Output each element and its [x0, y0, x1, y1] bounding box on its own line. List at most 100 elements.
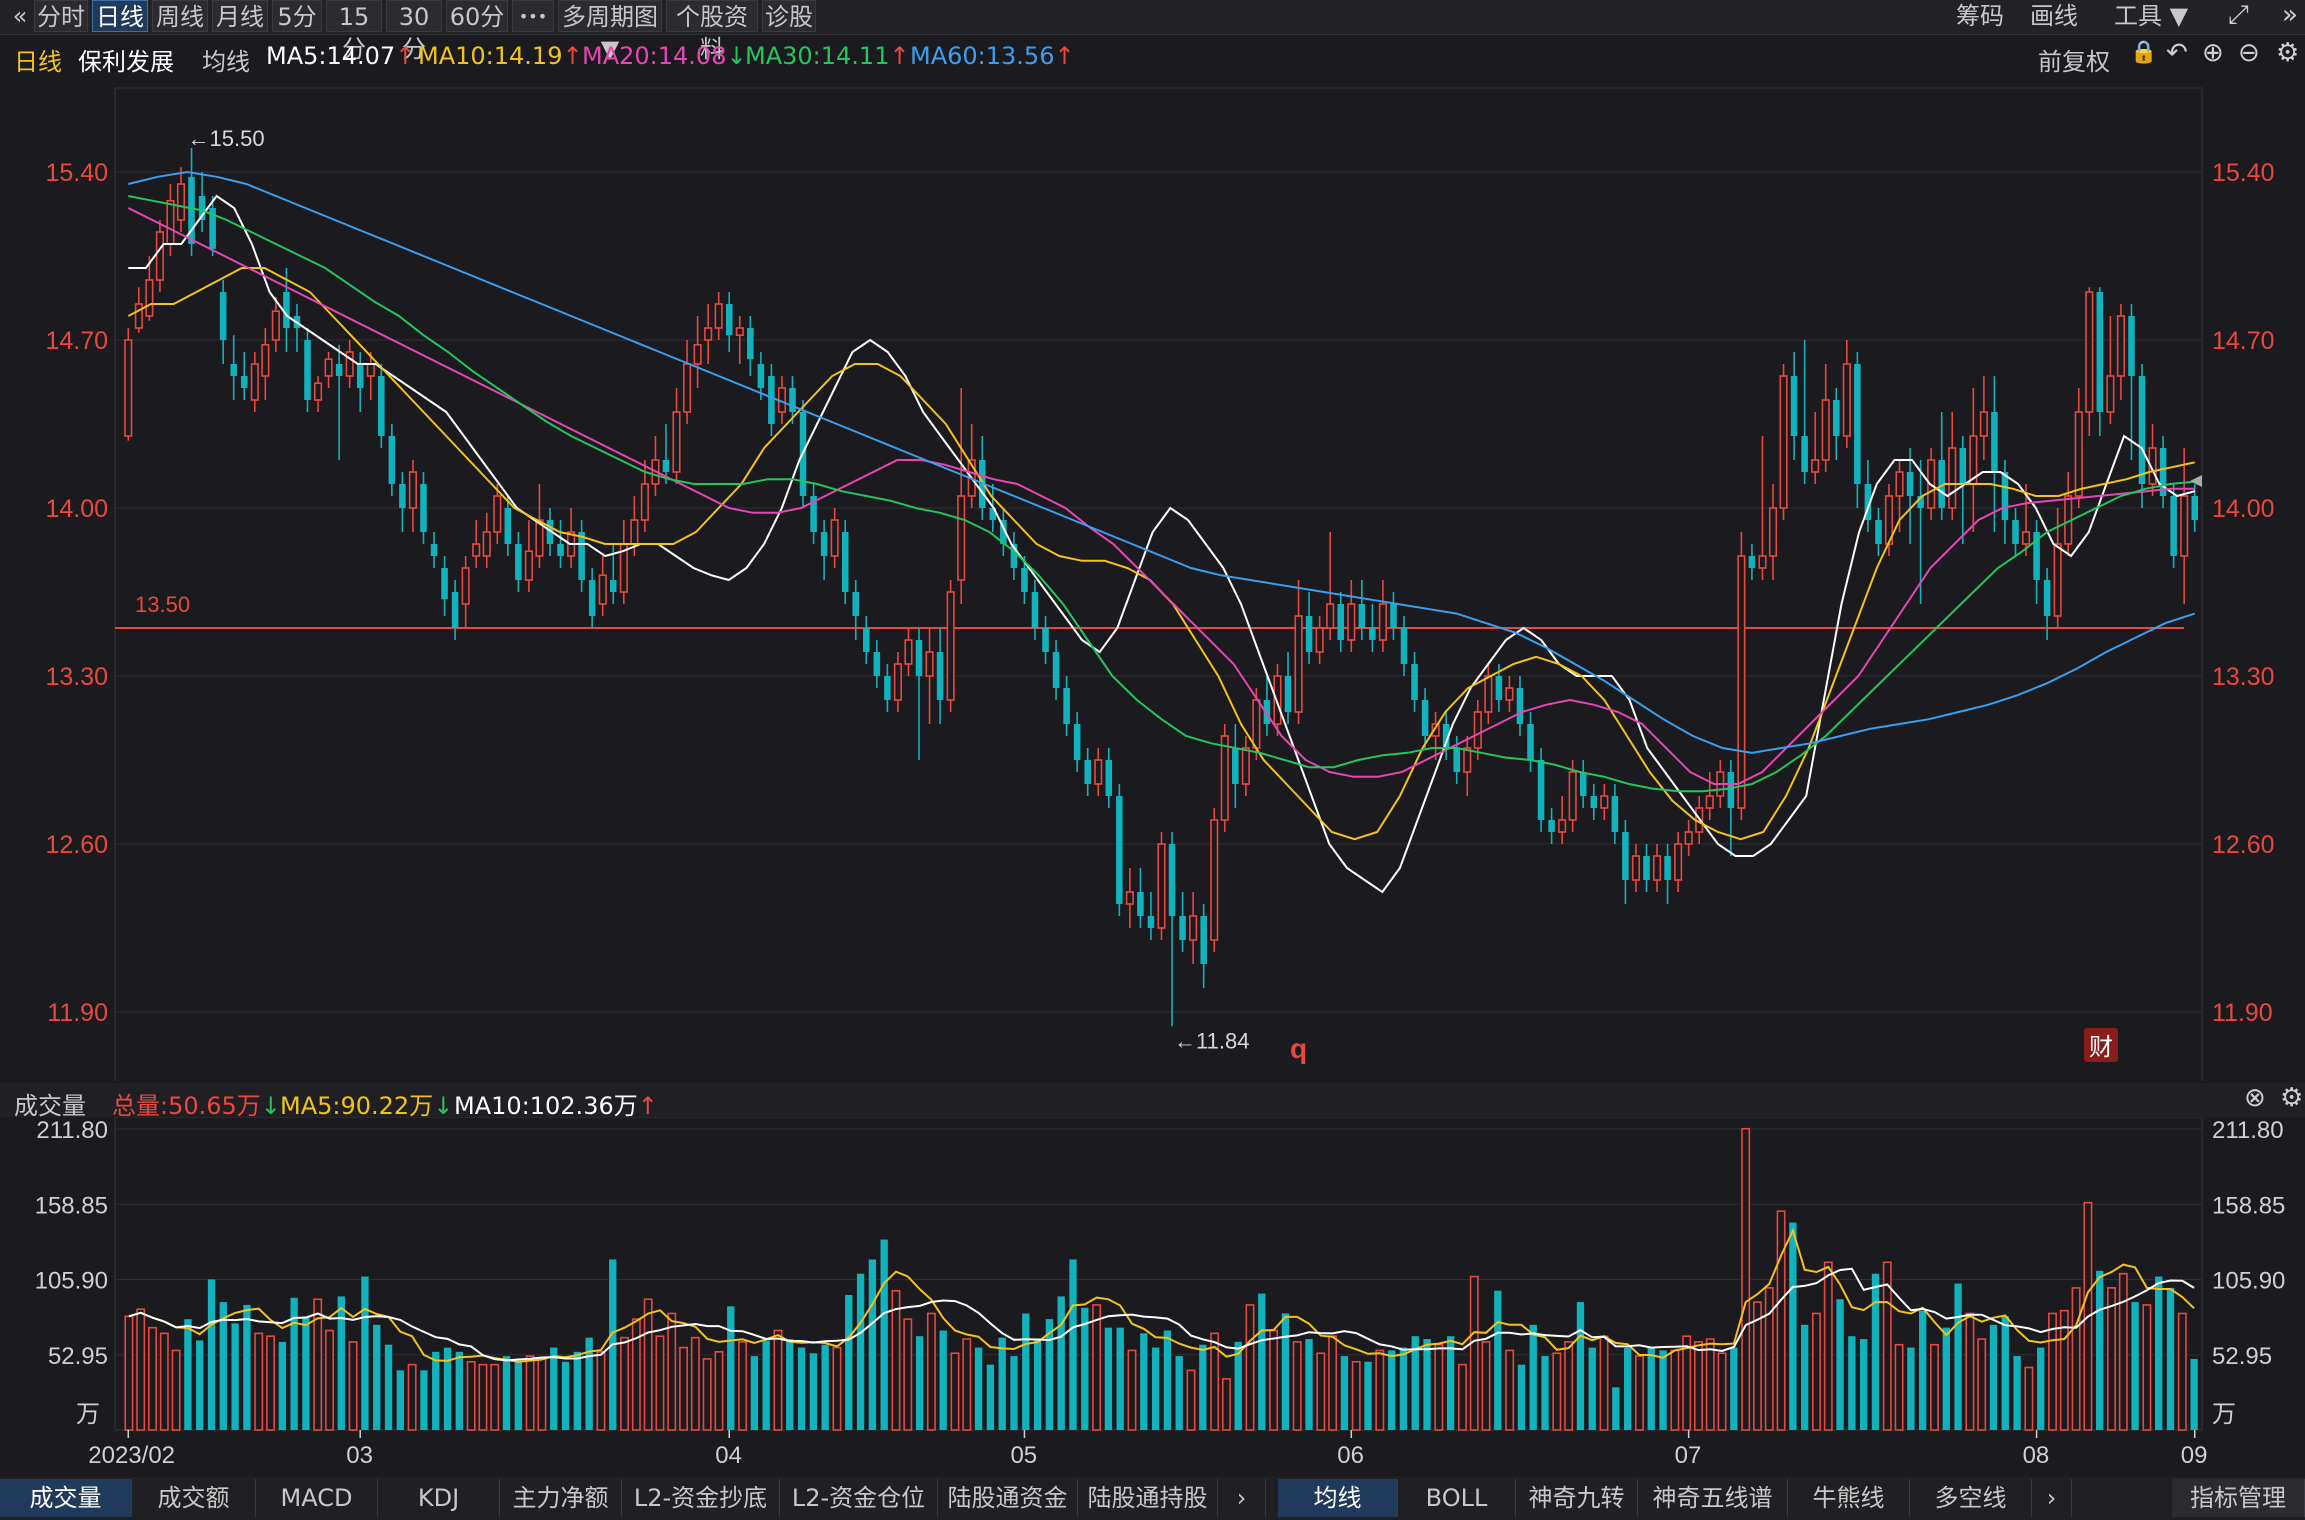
- undo-icon[interactable]: ↶: [2166, 38, 2188, 68]
- candle-body: [176, 183, 186, 221]
- multi-period-dropdown[interactable]: 多周期图 ▼: [558, 0, 662, 63]
- candle-body: [1917, 496, 1924, 508]
- collapse-right-icon[interactable]: »: [2282, 0, 2298, 30]
- scroll-tabs-right-icon[interactable]: ›: [1218, 1479, 1266, 1517]
- tab-15min[interactable]: 15分: [326, 0, 382, 63]
- volume-bar: [2177, 1312, 2187, 1431]
- candle-body: [704, 327, 713, 341]
- candle-body: [2085, 291, 2094, 413]
- indicator-name[interactable]: 均线: [202, 48, 250, 76]
- tab-kdj[interactable]: KDJ: [378, 1479, 500, 1517]
- price-tick-right: 15.40: [2212, 159, 2275, 187]
- volume-bar: [1693, 1341, 1703, 1431]
- ma-line-ma10: [127, 267, 2195, 841]
- candle-body: [1768, 507, 1778, 557]
- volume-bar: [502, 1356, 511, 1430]
- low-annotation: ←11.84: [1174, 1028, 1249, 1053]
- tab-boll[interactable]: BOLL: [1398, 1479, 1516, 1517]
- volume-bar: [738, 1341, 748, 1431]
- candle-body: [1864, 484, 1872, 520]
- tab-hk-connect-flow[interactable]: 陆股通资金: [938, 1479, 1078, 1517]
- tab-volume[interactable]: 成交量: [0, 1479, 132, 1517]
- indicator-manage-button[interactable]: 指标管理: [2172, 1479, 2305, 1517]
- tab-60min[interactable]: 60分: [446, 0, 508, 32]
- volume-bar: [1434, 1343, 1444, 1431]
- settings-icon[interactable]: ⚙: [2276, 38, 2300, 68]
- volume-bar: [1069, 1259, 1077, 1430]
- close-indicator-icon[interactable]: ⊗: [2244, 1083, 2266, 1113]
- candle-body: [388, 436, 396, 484]
- candle-body: [1179, 916, 1186, 940]
- volume-bar: [797, 1347, 806, 1430]
- adjust-mode[interactable]: 前复权: [2038, 48, 2110, 76]
- candle-body: [884, 676, 891, 700]
- ma30-value: MA30:14.11↑: [745, 42, 910, 70]
- tab-ma[interactable]: 均线: [1278, 1479, 1398, 1517]
- tab-5min[interactable]: 5分: [272, 0, 322, 32]
- candle-body: [1241, 747, 1250, 785]
- draw-line-button[interactable]: 画线: [2030, 2, 2078, 30]
- date-tick-label: 03: [346, 1442, 373, 1469]
- tab-hk-connect-holding[interactable]: 陆股通持股: [1078, 1479, 1218, 1517]
- tab-magic-nine[interactable]: 神奇九转: [1516, 1479, 1638, 1517]
- candle-body: [240, 376, 248, 388]
- volume-bar: [420, 1370, 428, 1430]
- tab-l2-bottom[interactable]: L2-资金抄底: [622, 1479, 780, 1517]
- volume-bar: [903, 1318, 913, 1431]
- tab-magic-five[interactable]: 神奇五线谱: [1638, 1479, 1788, 1517]
- candle-body: [366, 363, 375, 377]
- candle-body: [420, 484, 427, 532]
- tools-dropdown[interactable]: 工具 ▼: [2113, 2, 2189, 30]
- candle-body: [155, 231, 164, 281]
- volume-bar: [1375, 1349, 1385, 1431]
- volume-bar: [171, 1349, 181, 1431]
- stock-info-button[interactable]: 个股资料: [666, 0, 758, 63]
- volume-bar: [891, 1289, 901, 1431]
- tab-bull-bear[interactable]: 牛熊线: [1788, 1479, 1910, 1517]
- volume-bar: [2131, 1302, 2139, 1430]
- candle-body: [1094, 759, 1103, 785]
- diagnose-button[interactable]: 诊股: [762, 0, 816, 32]
- candle-body: [250, 363, 259, 401]
- ma-legend-bar: 日线 保利发展 均线 MA5:14.07↑ MA10:14.19↑ MA20:1…: [0, 38, 2305, 78]
- more-tabs-button[interactable]: •••: [512, 0, 554, 32]
- candle-body: [1568, 771, 1577, 821]
- candle-body: [2148, 447, 2157, 485]
- volume-bar: [1871, 1273, 1880, 1430]
- tab-l2-position[interactable]: L2-资金仓位: [780, 1479, 938, 1517]
- tab-main-net[interactable]: 主力净额: [500, 1479, 622, 1517]
- price-tick-left: 13.30: [45, 663, 108, 691]
- tab-30min[interactable]: 30分: [386, 0, 442, 63]
- volume-bar: [1682, 1335, 1692, 1431]
- volume-tick-left: 211.80: [36, 1117, 108, 1144]
- price-tick-right: 13.30: [2212, 663, 2275, 691]
- volume-bar: [1954, 1283, 1962, 1430]
- indicator-tabs: 成交量 成交额 MACD KDJ 主力净额 L2-资金抄底 L2-资金仓位 陆股…: [0, 1477, 2305, 1520]
- candle-body: [1473, 711, 1482, 749]
- candle-body: [1063, 688, 1070, 724]
- candle-body: [461, 567, 470, 605]
- candle-body: [271, 310, 280, 341]
- volume-bar: [550, 1347, 558, 1430]
- collapse-left-icon[interactable]: «: [12, 2, 28, 30]
- volume-bar: [337, 1296, 345, 1430]
- indicator-settings-icon[interactable]: ⚙: [2280, 1083, 2304, 1113]
- volume-chart[interactable]: 211.80 211.80 158.85 158.85 105.90 105.90 52.9…: [0, 1117, 2305, 1477]
- fullscreen-icon[interactable]: ⤢: [2228, 0, 2249, 30]
- tab-monthly[interactable]: 月线: [212, 0, 268, 32]
- price-chart[interactable]: 15.40 15.40 14.70 14.70 14.00 14.00 13.30 13.30…: [0, 78, 2305, 1081]
- tab-macd[interactable]: MACD: [256, 1479, 378, 1517]
- candle-body: [546, 520, 554, 544]
- candle-body: [1411, 664, 1418, 700]
- tab-daily[interactable]: 日线: [92, 0, 148, 32]
- candle-body: [1821, 399, 1830, 461]
- zoom-out-icon[interactable]: ⊖: [2238, 38, 2260, 68]
- tab-intraday[interactable]: 分时: [34, 0, 88, 32]
- lock-icon[interactable]: 🔒: [2130, 40, 2158, 65]
- tab-weekly[interactable]: 周线: [152, 0, 208, 32]
- tab-long-short[interactable]: 多空线: [1910, 1479, 2032, 1517]
- scroll-right-tabs-icon[interactable]: ›: [2032, 1479, 2072, 1517]
- zoom-in-icon[interactable]: ⊕: [2202, 38, 2224, 68]
- tab-turnover[interactable]: 成交额: [132, 1479, 256, 1517]
- chips-button[interactable]: 筹码: [1956, 2, 2004, 30]
